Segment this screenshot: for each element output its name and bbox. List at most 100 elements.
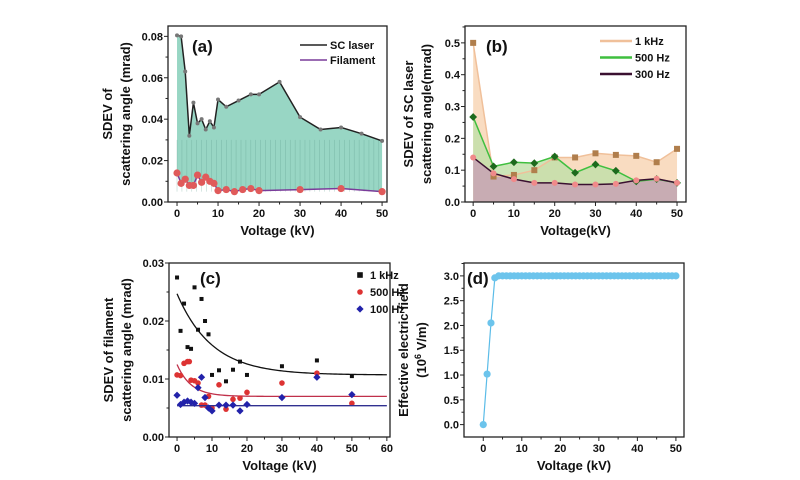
data-point	[196, 327, 201, 332]
data-point	[380, 138, 385, 143]
data-point	[237, 359, 242, 364]
data-point	[230, 188, 239, 196]
data-point	[348, 391, 356, 399]
data-point	[178, 328, 183, 333]
data-point	[592, 150, 599, 157]
data-point	[198, 178, 206, 186]
y-tick-label: 2.0	[444, 320, 459, 332]
data-point	[591, 160, 600, 169]
y-tick-label: 0.5	[445, 38, 460, 50]
legend-label: 500 Hz	[370, 287, 405, 299]
y-tick-label: 3.0	[444, 271, 459, 283]
x-axis-label: Voltage(kV)	[540, 223, 611, 238]
data-point	[257, 92, 262, 97]
data-point	[186, 358, 193, 365]
data-point	[237, 395, 243, 401]
chart-panel-d: 0 10 20 30 40 50 0.0 0.5 1.0 1.5 2.0 2.5 3.0 Voltage …	[396, 262, 685, 473]
chart-panel-b: 0 10 20 30 40 50 0.0 0.1 0.2 0.3 0.4 0.5 Voltage(kV)…	[401, 25, 687, 238]
y-axis-label-line2: scattering angle(mrad)	[419, 44, 434, 184]
data-point	[674, 179, 681, 186]
x-tick-label: 60	[381, 443, 393, 455]
chart-panel-c: 0 10 20 30 40 50 60 0.00 0.01 0.02 0.03 Voltage (kV…	[101, 258, 405, 473]
y-axis-label-line1: SDEV of	[100, 88, 115, 140]
data-point	[223, 406, 229, 412]
panel-label: (d)	[467, 269, 489, 288]
data-point	[611, 166, 620, 175]
data-point	[314, 370, 320, 377]
x-tick-label: 0	[174, 443, 180, 455]
x-tick-label: 50	[671, 208, 683, 220]
legend-marker	[356, 305, 364, 313]
y-tick-label: 0.01	[143, 374, 164, 386]
data-point	[182, 301, 187, 306]
data-point	[279, 364, 284, 369]
data-point	[185, 345, 190, 350]
unit-superscript: 6	[413, 354, 423, 359]
data-point	[470, 154, 477, 161]
data-point	[531, 179, 538, 186]
data-point	[490, 170, 497, 177]
data-point	[216, 97, 221, 102]
data-point	[193, 171, 202, 179]
data-point	[199, 296, 204, 301]
data-point	[181, 175, 189, 183]
data-point	[572, 154, 579, 161]
y-tick-label: 1.5	[444, 345, 459, 357]
y-tick-label: 0.04	[142, 114, 164, 126]
data-point	[279, 380, 285, 386]
data-point	[349, 400, 355, 407]
y-tick-label: 0.4	[445, 70, 461, 82]
plot-area	[173, 33, 386, 196]
data-point	[216, 382, 222, 388]
area-fill	[177, 35, 383, 192]
x-tick-label: 10	[212, 208, 224, 220]
data-point	[230, 367, 235, 372]
y-tick-label: 0.1	[445, 165, 460, 177]
data-point	[510, 176, 517, 183]
data-point	[277, 79, 282, 84]
x-tick-label: 20	[241, 443, 253, 455]
data-point	[217, 368, 222, 373]
data-point	[179, 34, 184, 39]
data-point	[296, 185, 304, 194]
legend-label: SC laser	[330, 40, 375, 52]
y-axis-label-line2: scattering angle (mrad)	[119, 278, 134, 422]
legend: 1 kHz 500 Hz 300 Hz	[600, 36, 670, 81]
data-point	[189, 346, 194, 351]
x-tick-label: 0	[174, 208, 180, 220]
data-point	[612, 151, 619, 158]
legend: 1 kHz 500 Hz 100 Hz	[356, 270, 405, 316]
x-tick-label: 30	[589, 208, 601, 220]
x-tick-label: 40	[630, 208, 642, 220]
data-point	[551, 179, 558, 186]
area-2	[473, 157, 678, 202]
data-point	[298, 115, 303, 120]
data-point	[633, 152, 640, 159]
data-point	[173, 169, 181, 177]
y-axis-label-line1: SDEV of SC laser	[401, 61, 416, 168]
panel-label: (c)	[200, 269, 221, 288]
x-tick-label: 30	[276, 443, 288, 455]
y-tick-label: 0.03	[143, 258, 164, 270]
data-point	[243, 400, 251, 409]
x-tick-label: 40	[631, 443, 643, 455]
y-tick-label: 2.5	[444, 296, 459, 308]
data-point	[203, 319, 208, 323]
data-point	[173, 391, 181, 399]
legend-label: 300 Hz	[635, 69, 670, 81]
data-point	[211, 125, 216, 130]
data-point	[247, 184, 255, 193]
data-point	[224, 104, 229, 109]
plot-frame	[167, 25, 388, 203]
data-point	[633, 177, 640, 184]
plot-area	[173, 275, 387, 415]
data-point	[572, 181, 579, 188]
data-point	[191, 100, 196, 105]
chart-panel-a: 0 10 20 30 40 50 0.00 0.02 0.04 0.06 0.08 Voltage (…	[100, 25, 388, 238]
data-point	[653, 175, 660, 182]
data-point	[222, 185, 230, 194]
x-axis-label: Voltage (kV)	[242, 458, 316, 473]
data-point	[314, 358, 319, 363]
data-point	[244, 389, 250, 396]
data-point	[210, 179, 218, 187]
